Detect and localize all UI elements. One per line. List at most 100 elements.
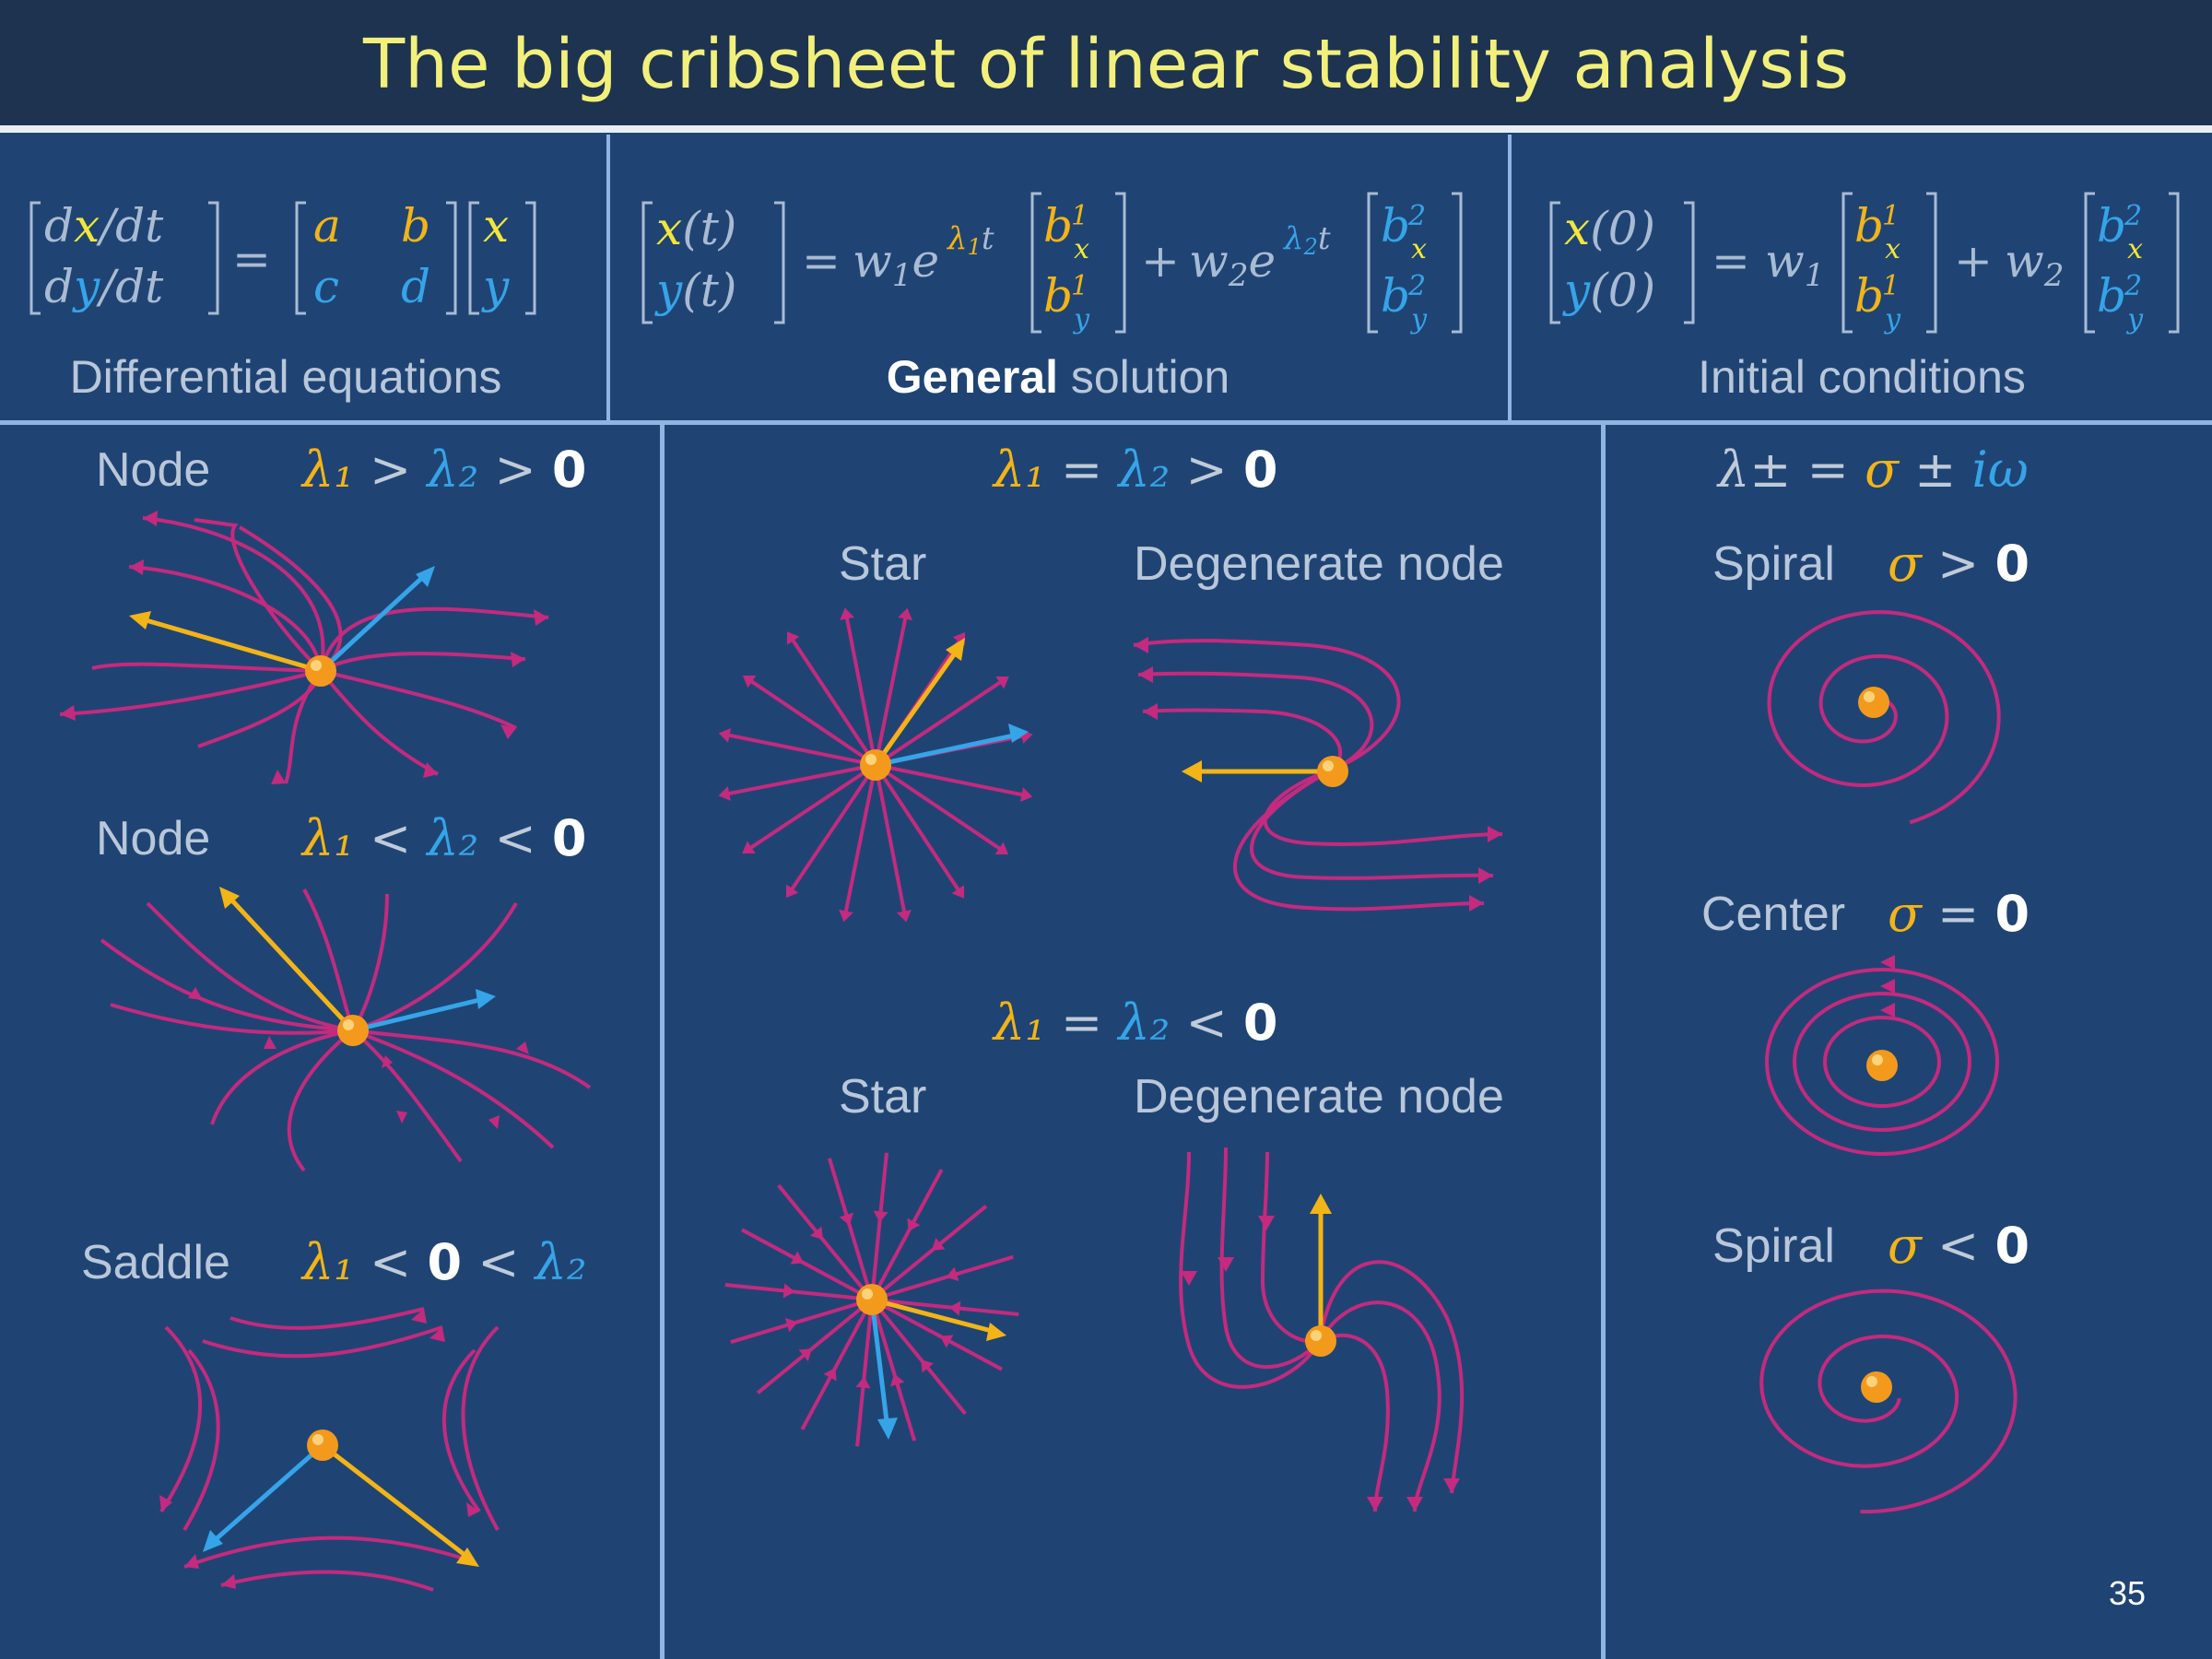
trajectory-ray xyxy=(725,733,877,767)
trajectory-ray xyxy=(756,1298,874,1394)
degenerate-unstable-portrait xyxy=(1133,637,1503,912)
svg-text:λ2t: λ2t xyxy=(1282,220,1331,260)
svg-text:b: b xyxy=(401,199,430,253)
header-bottom-rule xyxy=(0,420,2212,425)
general-caption-rest: solution xyxy=(1057,351,1230,403)
trajectory-ray xyxy=(871,1298,1019,1316)
node-stable-label: Node xyxy=(96,812,211,865)
svg-text:w1e: w1e xyxy=(853,234,939,294)
svg-text:b1y: b1 y xyxy=(1043,269,1090,335)
trajectory-ray xyxy=(870,1152,888,1300)
svg-text:b2x: b2 x xyxy=(1381,199,1427,265)
svg-text:y(t): y(t) xyxy=(654,264,736,317)
trajectory-arrowhead xyxy=(839,1212,853,1226)
spiral-stable-condition: σ < 0 xyxy=(1888,1217,2030,1275)
spiral-unstable-label: Spiral xyxy=(1712,537,1835,591)
trajectory-ray xyxy=(844,615,877,766)
saddle-condition: λ₁ < 0 < λ₂ xyxy=(302,1233,587,1291)
slide-title: The big cribsheet of linear stability an… xyxy=(362,25,1850,104)
column-divider-1 xyxy=(660,424,665,1659)
trajectory-ray xyxy=(843,764,877,915)
trajectory-arrowhead xyxy=(890,1373,905,1387)
title-underline xyxy=(0,125,2212,133)
trajectory-ray xyxy=(871,1298,1003,1371)
trajectory-arrowhead xyxy=(898,607,912,621)
complex-eigenvalue-condition: λ± = σ ± iω xyxy=(1718,441,2029,499)
svg-text:b2x: b2 x xyxy=(2097,199,2143,265)
trajectory-ray xyxy=(874,763,961,893)
svg-text:x(0): x(0) xyxy=(1564,202,1655,255)
page-number: 35 xyxy=(2108,1574,2146,1612)
initial-conditions-caption: Initial conditions xyxy=(1698,351,2026,403)
svg-text:dy/dt: dy/dt xyxy=(44,260,164,313)
trajectory-arrowhead xyxy=(907,1218,921,1231)
trajectory-arrowhead xyxy=(948,1300,961,1316)
svg-text:=: = xyxy=(232,232,271,286)
trajectory-arrowhead xyxy=(873,1210,888,1223)
svg-text:+: + xyxy=(1141,234,1180,288)
general-solution-caption: General solution xyxy=(608,350,1508,404)
svg-text:w2e: w2e xyxy=(1189,234,1276,294)
svg-text:b1y: b1 y xyxy=(1854,269,1901,335)
svg-text:=: = xyxy=(802,234,841,288)
svg-text:λ1t: λ1t xyxy=(946,220,994,260)
svg-text:y(0): y(0) xyxy=(1562,264,1655,317)
trajectory-ray xyxy=(741,1228,873,1301)
svg-text:w1: w1 xyxy=(1765,234,1824,294)
spiral-stable-portrait xyxy=(1759,1288,2018,1514)
spiral-stable-label: Spiral xyxy=(1712,1219,1835,1273)
column-divider-2 xyxy=(1601,424,1606,1659)
node-unstable-portrait xyxy=(59,511,549,784)
trajectory-arrowhead xyxy=(995,676,1009,689)
svg-text:b2y: b2 y xyxy=(2097,269,2144,335)
center-label: Center xyxy=(1701,888,1846,941)
trajectory-ray xyxy=(870,1205,988,1301)
trajectory-arrowhead xyxy=(798,1348,812,1361)
trajectory-ray xyxy=(870,1169,944,1300)
trajectory-arrowhead xyxy=(785,884,799,899)
star-unstable-portrait xyxy=(718,607,1033,923)
trajectory-ray xyxy=(874,615,908,766)
star-label-top: Star xyxy=(839,537,927,591)
trajectory-arrowhead xyxy=(839,909,853,923)
trajectory-ray xyxy=(730,1298,873,1345)
node-unstable-label: Node xyxy=(96,443,211,497)
svg-text:y: y xyxy=(481,260,510,313)
trajectory-arrowhead xyxy=(823,1368,837,1382)
saddle-portrait xyxy=(159,1307,500,1592)
trajectory-ray xyxy=(790,637,877,767)
trajectory-arrowhead xyxy=(1019,787,1033,802)
trajectory-arrowhead xyxy=(786,631,800,645)
svg-text:b1x: b1 x xyxy=(1854,199,1900,265)
trajectory-ray xyxy=(777,1183,874,1301)
svg-text:x(t): x(t) xyxy=(656,202,736,255)
trajectory-arrowhead xyxy=(718,786,731,801)
trajectory-ray xyxy=(800,1299,874,1430)
degenerate-stable-portrait xyxy=(1179,1147,1465,1512)
trajectory-arrowhead xyxy=(782,1283,795,1299)
star-label-bottom: Star xyxy=(839,1070,927,1124)
diff-eq-formula: dx/dt dy/dt = a b c d x y xyxy=(29,199,536,315)
trajectory-ray xyxy=(724,1283,873,1301)
trajectory-arrowhead xyxy=(994,841,1009,855)
trajectory-ray xyxy=(747,763,877,851)
equal-negative-condition: λ₁ = λ₂ < 0 xyxy=(994,994,1278,1052)
trajectory-arrowhead xyxy=(946,1266,959,1281)
trajectory-arrowhead xyxy=(742,841,756,854)
trajectory-ray xyxy=(870,1299,917,1441)
spiral-unstable-condition: σ > 0 xyxy=(1888,535,2030,593)
equal-positive-condition: λ₁ = λ₂ > 0 xyxy=(994,441,1278,499)
trajectory-ray xyxy=(870,1298,967,1416)
svg-text:c: c xyxy=(313,260,339,313)
trajectory-ray xyxy=(827,1158,874,1300)
trajectory-ray xyxy=(748,678,877,767)
trajectory-arrowhead xyxy=(921,1359,934,1373)
title-bar xyxy=(0,0,2212,125)
general-solution-formula: x(t) y(t) = w1e λ1t b1 x b1 y + w2e λ2t b2… xyxy=(641,192,1463,335)
trajectory-arrowhead xyxy=(855,1376,871,1389)
svg-text:a: a xyxy=(313,199,341,253)
header-divider-2 xyxy=(1508,135,1512,422)
trajectory-ray xyxy=(874,764,907,915)
trajectory-arrowhead xyxy=(810,1226,823,1240)
svg-text:d: d xyxy=(401,260,430,313)
